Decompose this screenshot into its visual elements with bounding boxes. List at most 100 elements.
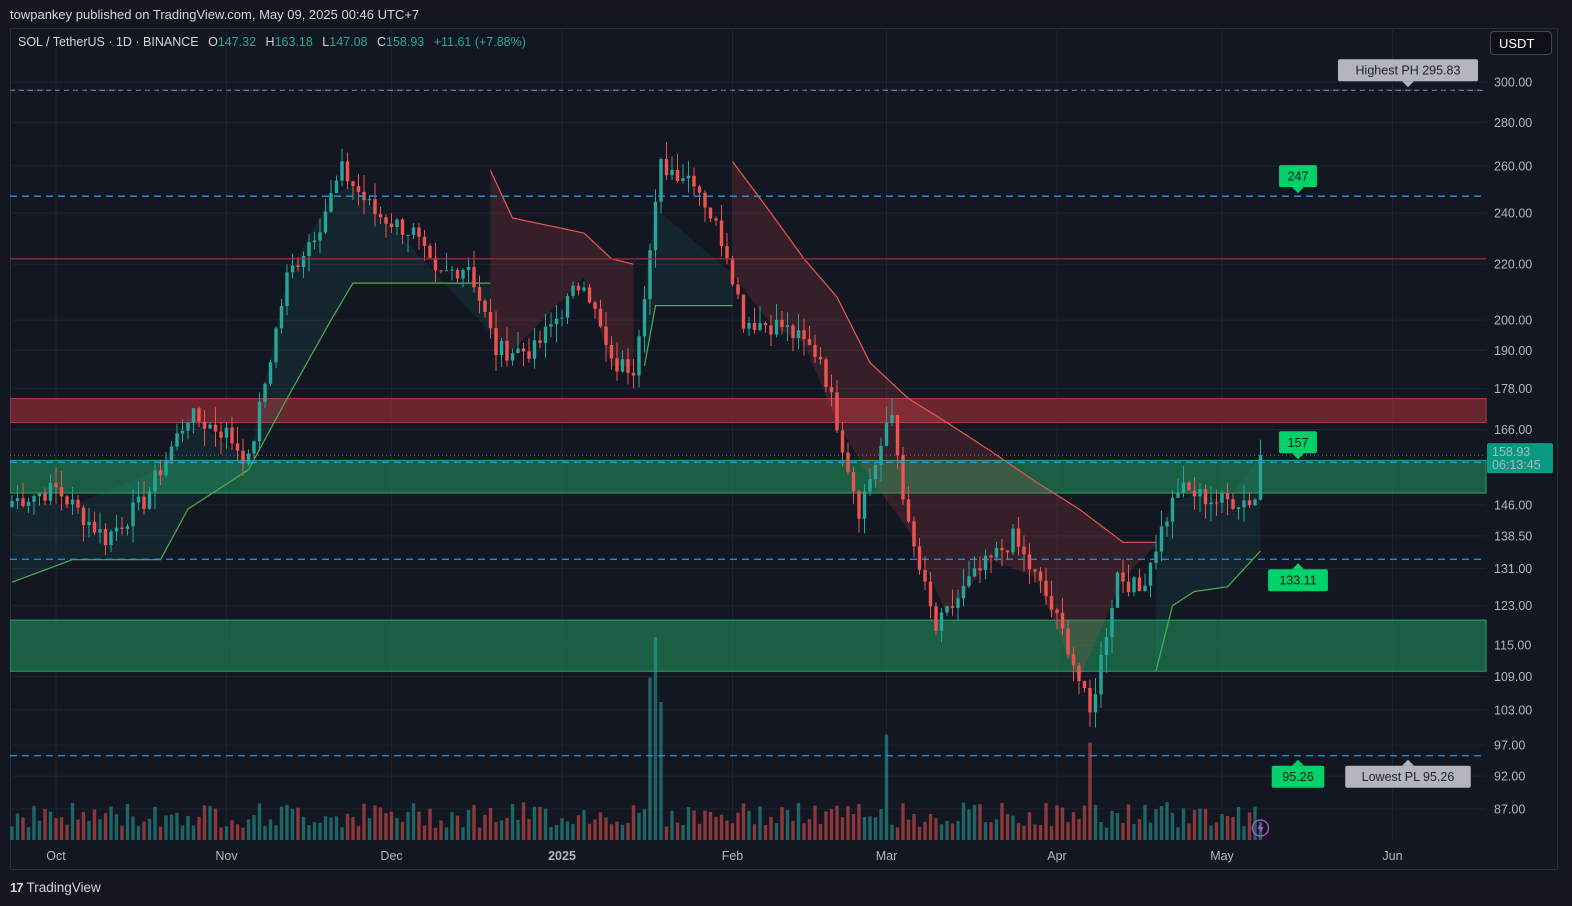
highest-ph-label-bg bbox=[1337, 59, 1479, 82]
volume-bar bbox=[620, 824, 625, 840]
volume-bar bbox=[54, 818, 58, 840]
candle-body bbox=[642, 299, 647, 337]
candle-body bbox=[1126, 581, 1131, 593]
candle-body bbox=[1099, 654, 1103, 695]
candle-body bbox=[620, 359, 625, 372]
volume-bar bbox=[263, 825, 267, 840]
volume-bar bbox=[318, 822, 322, 840]
candle-body bbox=[774, 319, 779, 335]
volume-bar bbox=[307, 825, 311, 840]
candle-body bbox=[224, 427, 229, 438]
volume-bar bbox=[1115, 812, 1120, 840]
candle-body bbox=[532, 340, 537, 359]
volume-bar bbox=[472, 805, 476, 840]
volume-bar bbox=[1242, 826, 1246, 840]
candle-body bbox=[1236, 507, 1241, 509]
low-value: 147.08 bbox=[329, 35, 368, 49]
volume-bar bbox=[884, 734, 889, 840]
volume-bar bbox=[1121, 823, 1125, 840]
volume-bar bbox=[653, 637, 658, 840]
candle-body bbox=[1088, 687, 1092, 713]
candle-body bbox=[972, 568, 977, 577]
level-label-bg bbox=[1279, 165, 1317, 188]
y-tick-label: 131.00 bbox=[1494, 562, 1532, 576]
volume-bar bbox=[1209, 825, 1213, 840]
level-label: 95.26 bbox=[1271, 759, 1325, 788]
volume-bar bbox=[934, 818, 938, 840]
volume-bar bbox=[1137, 819, 1142, 840]
volume-bar bbox=[334, 816, 339, 840]
volume-bar bbox=[191, 825, 196, 840]
volume-bar bbox=[587, 823, 592, 840]
volume-bar bbox=[648, 677, 652, 840]
volume-bar bbox=[1132, 824, 1136, 840]
candle-body bbox=[1016, 528, 1021, 547]
volume-bar bbox=[521, 802, 526, 840]
volume-bar bbox=[1038, 824, 1043, 840]
volume-bar bbox=[840, 817, 845, 840]
volume-bar bbox=[802, 823, 806, 840]
candle-body bbox=[158, 470, 163, 476]
y-tick-label: 115.00 bbox=[1494, 639, 1531, 653]
candle-body bbox=[356, 186, 361, 192]
lightning-icon[interactable] bbox=[1251, 819, 1270, 837]
candle-body bbox=[1077, 665, 1081, 682]
candle-body bbox=[389, 223, 394, 228]
candle-body bbox=[906, 499, 911, 522]
candle-body bbox=[917, 546, 922, 570]
volume-bar bbox=[796, 802, 801, 840]
chart-canvas[interactable]: Highest PH 295.83 247 157 133.11 95.26 Lowest… bbox=[10, 28, 1558, 870]
lowest-pl-label-bg bbox=[1345, 765, 1471, 788]
candle-body bbox=[411, 227, 416, 235]
candle-body bbox=[1154, 551, 1158, 563]
volume-bar bbox=[131, 816, 135, 840]
volume-bar bbox=[923, 821, 927, 840]
currency-button[interactable]: USDT bbox=[1490, 31, 1552, 55]
candle-body bbox=[1198, 489, 1202, 497]
candle-body bbox=[1071, 654, 1076, 666]
candle-body bbox=[791, 325, 795, 339]
volume-bar bbox=[1236, 806, 1241, 840]
demand-zone bbox=[10, 619, 1487, 672]
candle-body bbox=[400, 219, 405, 235]
volume-bar bbox=[890, 824, 894, 840]
volume-bar bbox=[257, 803, 262, 840]
last-price-tag bbox=[1487, 443, 1553, 474]
volume-bar bbox=[202, 805, 207, 840]
supertrend-down-fill bbox=[490, 170, 634, 366]
y-tick-label: 280.00 bbox=[1494, 116, 1532, 130]
candle-body bbox=[87, 521, 91, 526]
candle-body bbox=[692, 175, 696, 187]
volume-bar bbox=[98, 819, 102, 840]
volume-bar bbox=[604, 817, 608, 840]
volume-bar bbox=[565, 821, 570, 840]
candle-body bbox=[136, 496, 141, 503]
volume-bar bbox=[505, 817, 509, 840]
volume-bar bbox=[213, 808, 218, 840]
volume-bar bbox=[549, 826, 553, 840]
candle-body bbox=[230, 427, 234, 444]
candle-body bbox=[846, 452, 850, 472]
volume-bar bbox=[439, 820, 443, 840]
volume-bar bbox=[1055, 805, 1059, 840]
candle-body bbox=[851, 471, 856, 492]
volume-bar bbox=[197, 816, 201, 840]
candle-body bbox=[345, 161, 350, 182]
volume-bar bbox=[158, 826, 163, 840]
volume-bar bbox=[1231, 817, 1235, 840]
tradingview-logo[interactable]: 17 TradingView bbox=[10, 880, 101, 895]
candle-body bbox=[318, 232, 322, 241]
volume-bar bbox=[598, 812, 603, 840]
candle-body bbox=[191, 408, 196, 423]
candle-body bbox=[120, 527, 124, 529]
candle-body bbox=[1170, 497, 1175, 522]
volume-bar bbox=[290, 808, 295, 840]
volume-bar bbox=[582, 810, 586, 840]
candle-body bbox=[1181, 482, 1186, 494]
volume-bar bbox=[1126, 804, 1131, 840]
volume-bar bbox=[593, 819, 597, 840]
candle-body bbox=[279, 306, 284, 329]
candle-body bbox=[1231, 499, 1235, 509]
volume-bar bbox=[1088, 742, 1092, 840]
candle-body bbox=[1187, 482, 1191, 491]
